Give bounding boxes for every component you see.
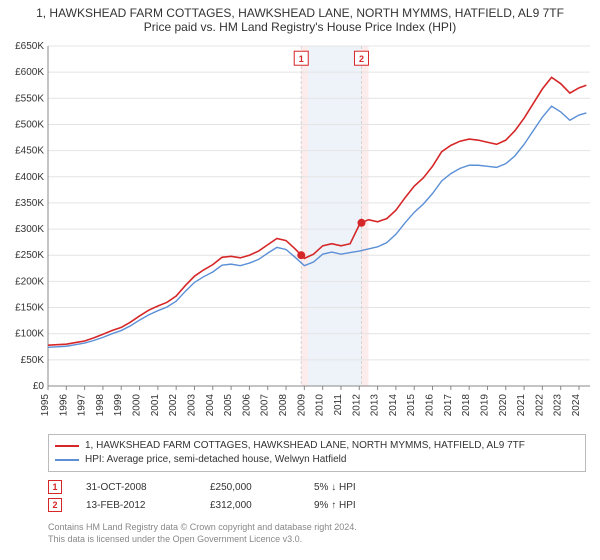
transaction-date: 13-FEB-2012 <box>86 500 186 511</box>
legend-swatch <box>55 445 79 447</box>
legend-row: HPI: Average price, semi-detached house,… <box>55 453 579 467</box>
svg-text:2017: 2017 <box>443 394 454 417</box>
transaction-marker: 2 <box>48 498 62 512</box>
transaction-price: £312,000 <box>210 500 290 511</box>
svg-text:2023: 2023 <box>553 394 564 417</box>
transaction-date: 31-OCT-2008 <box>86 482 186 493</box>
title-line-2: Price paid vs. HM Land Registry's House … <box>8 20 592 34</box>
svg-text:2022: 2022 <box>534 394 545 417</box>
svg-text:1999: 1999 <box>113 394 124 417</box>
svg-text:2020: 2020 <box>498 394 509 417</box>
svg-text:£350K: £350K <box>15 198 44 209</box>
svg-text:2001: 2001 <box>150 394 161 417</box>
title-line-1: 1, HAWKSHEAD FARM COTTAGES, HAWKSHEAD LA… <box>8 6 592 20</box>
svg-text:2009: 2009 <box>296 394 307 417</box>
transaction-marker: 1 <box>48 480 62 494</box>
legend-row: 1, HAWKSHEAD FARM COTTAGES, HAWKSHEAD LA… <box>55 439 579 453</box>
svg-text:2014: 2014 <box>388 394 399 417</box>
svg-text:£400K: £400K <box>15 172 44 183</box>
svg-text:2012: 2012 <box>351 394 362 417</box>
svg-text:2015: 2015 <box>406 394 417 417</box>
svg-text:£450K: £450K <box>15 146 44 157</box>
svg-text:£300K: £300K <box>15 224 44 235</box>
svg-text:£150K: £150K <box>15 303 44 314</box>
svg-text:2019: 2019 <box>479 394 490 417</box>
legend: 1, HAWKSHEAD FARM COTTAGES, HAWKSHEAD LA… <box>48 434 586 472</box>
transaction-delta: 9% ↑ HPI <box>314 500 394 511</box>
legend-swatch <box>55 459 79 461</box>
svg-text:2000: 2000 <box>132 394 143 417</box>
svg-text:2003: 2003 <box>186 394 197 417</box>
svg-text:2008: 2008 <box>278 394 289 417</box>
svg-text:2006: 2006 <box>241 394 252 417</box>
svg-text:£0: £0 <box>33 381 45 392</box>
transaction-row: 2 13-FEB-2012 £312,000 9% ↑ HPI <box>48 496 586 514</box>
svg-text:1996: 1996 <box>58 394 69 417</box>
svg-text:2007: 2007 <box>260 394 271 417</box>
svg-text:£500K: £500K <box>15 119 44 130</box>
svg-text:£200K: £200K <box>15 276 44 287</box>
svg-text:2021: 2021 <box>516 394 527 417</box>
transaction-price: £250,000 <box>210 482 290 493</box>
svg-text:1998: 1998 <box>95 394 106 417</box>
footer-line-2: This data is licensed under the Open Gov… <box>48 534 586 546</box>
svg-text:2024: 2024 <box>571 394 582 417</box>
svg-text:£600K: £600K <box>15 67 44 78</box>
svg-text:1: 1 <box>299 54 304 64</box>
legend-label: HPI: Average price, semi-detached house,… <box>85 453 346 467</box>
svg-text:2013: 2013 <box>370 394 381 417</box>
svg-text:2016: 2016 <box>425 394 436 417</box>
svg-text:£100K: £100K <box>15 329 44 340</box>
svg-text:£650K: £650K <box>15 41 44 52</box>
chart-area: £0 £50K £100K £150K £200K £250K £300K £350K £400… <box>0 38 600 428</box>
svg-text:2: 2 <box>359 54 364 64</box>
svg-text:£250K: £250K <box>15 250 44 261</box>
svg-text:2010: 2010 <box>315 394 326 417</box>
transaction-table: 1 31-OCT-2008 £250,000 5% ↓ HPI 2 13-FEB-2012… <box>48 478 586 514</box>
footer-attribution: Contains HM Land Registry data © Crown c… <box>48 522 586 545</box>
svg-text:1997: 1997 <box>77 394 88 417</box>
footer-line-1: Contains HM Land Registry data © Crown c… <box>48 522 586 534</box>
svg-text:2018: 2018 <box>461 394 472 417</box>
transaction-row: 1 31-OCT-2008 £250,000 5% ↓ HPI <box>48 478 586 496</box>
chart-svg: £0 £50K £100K £150K £200K £250K £300K £350K £400… <box>0 38 600 428</box>
svg-text:1995: 1995 <box>40 394 51 417</box>
svg-text:£50K: £50K <box>21 355 45 366</box>
svg-text:2005: 2005 <box>223 394 234 417</box>
svg-text:2011: 2011 <box>333 394 344 416</box>
svg-text:2002: 2002 <box>168 394 179 417</box>
svg-text:2004: 2004 <box>205 394 216 417</box>
legend-label: 1, HAWKSHEAD FARM COTTAGES, HAWKSHEAD LA… <box>85 439 525 453</box>
transaction-delta: 5% ↓ HPI <box>314 482 394 493</box>
chart-title: 1, HAWKSHEAD FARM COTTAGES, HAWKSHEAD LA… <box>0 0 600 38</box>
svg-text:£550K: £550K <box>15 93 44 104</box>
